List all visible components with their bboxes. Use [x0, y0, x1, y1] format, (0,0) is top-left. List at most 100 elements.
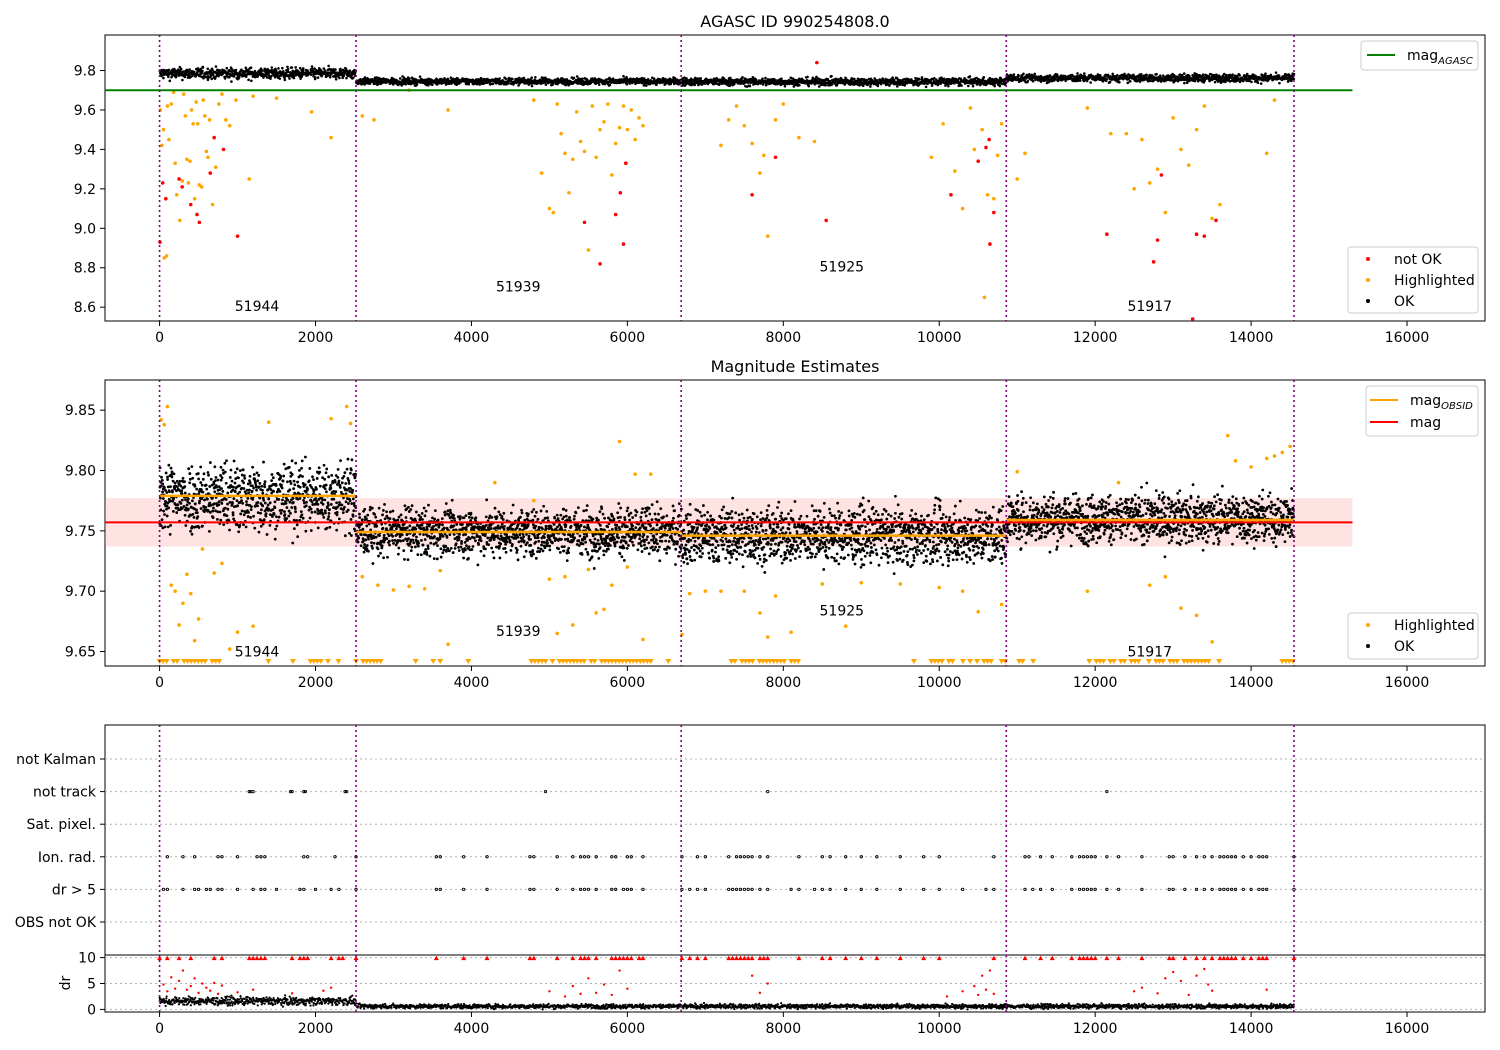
- ok-point: [1145, 73, 1148, 77]
- ok-point: [193, 484, 197, 488]
- ok-point: [255, 488, 258, 492]
- highlighted-point: [625, 127, 630, 132]
- ok-point: [289, 482, 293, 485]
- highlighted-point: [207, 118, 212, 122]
- ok-point: [256, 75, 259, 78]
- ok-point: [327, 71, 330, 74]
- highlighted-point: [185, 157, 189, 162]
- ok-point: [446, 77, 450, 81]
- ok-point: [228, 476, 232, 479]
- ok-point: [246, 515, 250, 518]
- ok-point: [275, 524, 279, 528]
- ok-point: [418, 75, 422, 78]
- highlighted-point: [1085, 106, 1090, 110]
- ok-point: [352, 501, 356, 505]
- ok-point: [161, 482, 165, 486]
- ok-point: [277, 67, 280, 70]
- ok-point: [233, 481, 237, 485]
- ok-point: [169, 523, 173, 527]
- ok-point: [292, 487, 296, 491]
- highlighted-point: [202, 114, 207, 118]
- ok-point: [279, 511, 283, 515]
- highlighted-point: [189, 108, 194, 112]
- y-tick-label: 9.2: [74, 182, 96, 198]
- highlighted-point: [165, 104, 170, 108]
- not-ok-point: [195, 212, 199, 217]
- ok-point: [247, 491, 251, 495]
- ok-point: [329, 502, 333, 506]
- ok-point: [1048, 74, 1052, 78]
- highlighted-point: [765, 234, 770, 238]
- ok-point: [272, 512, 276, 516]
- ok-point: [422, 506, 426, 510]
- ok-point: [1108, 80, 1112, 84]
- ok-point: [426, 83, 430, 87]
- ok-point: [365, 524, 369, 528]
- ok-point: [204, 505, 208, 509]
- highlighted-point: [1179, 147, 1183, 152]
- highlighted-point: [563, 151, 567, 156]
- highlighted-point: [637, 116, 641, 120]
- ok-point: [379, 551, 382, 555]
- ok-point: [1078, 79, 1082, 82]
- ok-point: [340, 481, 344, 485]
- ok-point: [183, 480, 186, 484]
- ok-point: [190, 532, 194, 536]
- ok-point: [423, 538, 427, 541]
- ok-point: [298, 518, 302, 522]
- ok-point: [544, 83, 548, 86]
- ok-point: [344, 500, 348, 504]
- ok-point: [185, 503, 189, 507]
- ok-point: [321, 502, 325, 506]
- ok-point: [172, 472, 176, 476]
- ok-point: [297, 468, 301, 472]
- ok-point: [232, 459, 236, 463]
- highlighted-point: [773, 118, 778, 122]
- ok-point: [377, 506, 381, 510]
- ok-point: [344, 67, 348, 71]
- ok-point: [211, 68, 214, 72]
- ok-point: [478, 83, 482, 86]
- highlighted-point: [598, 127, 602, 132]
- ok-point: [408, 77, 411, 80]
- ok-point: [1256, 81, 1260, 85]
- ok-point: [219, 465, 223, 469]
- ok-point: [861, 84, 865, 88]
- ok-point: [163, 525, 167, 529]
- highlighted-point: [251, 94, 255, 98]
- ok-point: [1292, 77, 1296, 81]
- ok-point: [300, 466, 303, 470]
- ok-point: [930, 84, 934, 87]
- not-ok-point: [949, 192, 953, 197]
- ok-point: [240, 509, 244, 513]
- ok-point: [431, 83, 434, 87]
- ok-point: [290, 506, 294, 509]
- highlighted-point: [555, 102, 560, 106]
- ok-point: [304, 455, 307, 459]
- ok-point: [197, 477, 201, 481]
- ok-point: [288, 500, 292, 504]
- ok-point: [367, 549, 370, 553]
- ok-point: [192, 71, 196, 74]
- ok-point: [279, 474, 283, 478]
- legend-label: Highlighted: [1394, 273, 1475, 289]
- ok-point: [342, 74, 345, 78]
- ok-point: [993, 84, 996, 88]
- ok-point: [199, 67, 203, 71]
- ok-point: [351, 76, 355, 79]
- ok-point: [357, 536, 361, 540]
- ok-point: [199, 507, 203, 510]
- highlighted-point: [609, 173, 614, 177]
- ok-point: [298, 66, 302, 70]
- ok-point: [382, 533, 386, 537]
- ok-point: [323, 487, 327, 491]
- highlighted-point: [201, 98, 206, 102]
- ok-point: [179, 501, 183, 505]
- ok-point: [328, 525, 332, 529]
- ok-point: [201, 490, 205, 494]
- ok-point: [285, 517, 289, 520]
- ok-point: [214, 476, 218, 479]
- ok-point: [407, 537, 410, 541]
- ok-point: [246, 497, 250, 500]
